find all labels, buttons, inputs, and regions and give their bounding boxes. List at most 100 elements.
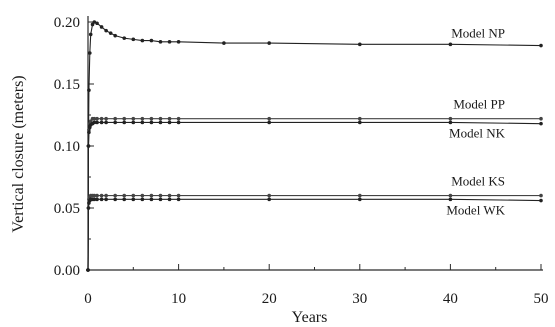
data-point-model-np bbox=[140, 38, 145, 43]
data-point-model-np bbox=[176, 40, 181, 44]
data-point-model-ks bbox=[95, 193, 99, 198]
data-point-model-wk bbox=[104, 197, 108, 202]
data-point-model-pp bbox=[358, 116, 362, 121]
y-ticks: 0.00 0.05 0.10 0.15 0.20 bbox=[54, 15, 94, 279]
x-tick-label: 0 bbox=[84, 291, 92, 307]
data-point-model-wk bbox=[539, 198, 543, 203]
data-point-model-np bbox=[149, 38, 154, 43]
data-point-model-pp bbox=[95, 116, 99, 121]
data-point-model-ks bbox=[104, 193, 108, 198]
y-tick-label: 0.15 bbox=[54, 77, 80, 93]
data-point-model-nk bbox=[104, 120, 108, 125]
data-point-model-np bbox=[267, 41, 272, 45]
data-point-model-ks bbox=[122, 193, 127, 198]
y-tick-label: 0.00 bbox=[54, 263, 80, 279]
data-point-model-wk bbox=[176, 197, 181, 202]
data-point-model-np bbox=[88, 51, 92, 55]
data-point-model-wk bbox=[448, 197, 453, 202]
data-point-model-pp bbox=[122, 116, 127, 121]
data-point-model-np bbox=[87, 88, 91, 92]
data-point-model-pp bbox=[158, 116, 163, 121]
data-point-model-wk bbox=[86, 206, 91, 210]
data-point-model-pp bbox=[539, 116, 543, 121]
data-point-model-nk bbox=[176, 120, 181, 125]
x-tick-label: 30 bbox=[352, 291, 367, 307]
data-point-model-pp bbox=[104, 116, 108, 121]
data-point-model-np bbox=[358, 42, 362, 47]
data-point-model-nk bbox=[158, 120, 163, 125]
data-point-model-wk bbox=[86, 268, 90, 272]
data-point-model-nk bbox=[95, 120, 99, 125]
data-point-model-pp bbox=[149, 116, 154, 121]
data-point-model-wk bbox=[92, 197, 97, 202]
data-point-model-pp bbox=[88, 119, 93, 123]
data-point-model-nk bbox=[448, 120, 453, 125]
data-point-model-ks bbox=[358, 193, 362, 198]
data-point-model-np bbox=[108, 31, 113, 35]
data-point-model-nk bbox=[131, 120, 136, 125]
x-tick-label: 20 bbox=[262, 291, 277, 307]
data-point-model-np bbox=[222, 41, 226, 45]
data-point-model-ks bbox=[131, 193, 136, 198]
data-point-model-wk bbox=[358, 197, 362, 202]
x-axis-title: Years bbox=[292, 309, 328, 326]
data-point-model-wk bbox=[158, 197, 163, 202]
data-point-model-np bbox=[113, 33, 117, 38]
series-label-model-pp: Model PP bbox=[453, 97, 505, 112]
series-label-model-wk: Model WK bbox=[446, 203, 505, 218]
data-point-model-nk bbox=[167, 120, 172, 125]
series-line-model-nk bbox=[87, 121, 542, 271]
data-point-model-ks bbox=[140, 193, 145, 198]
data-point-model-ks bbox=[176, 193, 181, 198]
data-point-model-ks bbox=[167, 193, 172, 198]
data-point-model-np bbox=[95, 21, 99, 26]
data-point-model-wk bbox=[113, 197, 117, 202]
data-point-model-ks bbox=[158, 193, 163, 198]
data-point-model-nk bbox=[86, 144, 91, 148]
data-point-model-pp bbox=[131, 116, 136, 121]
data-point-model-np bbox=[167, 40, 172, 44]
data-point-model-pp bbox=[99, 116, 104, 121]
data-point-model-nk bbox=[87, 130, 91, 135]
data-point-model-nk bbox=[149, 120, 154, 125]
data-point-model-np bbox=[448, 42, 453, 47]
series-label-model-np: Model NP bbox=[451, 26, 505, 41]
data-point-model-nk bbox=[113, 120, 117, 125]
data-point-model-wk bbox=[267, 197, 272, 202]
data-point-model-np bbox=[122, 36, 127, 40]
series-labels: Model NP Model PP Model NK Model KS Model WK bbox=[446, 26, 505, 218]
data-point-model-ks bbox=[149, 193, 154, 198]
data-point-model-np bbox=[90, 22, 95, 27]
data-point-model-ks bbox=[113, 193, 117, 198]
x-ticks: 0 10 20 30 40 50 bbox=[84, 264, 549, 307]
series-label-model-nk: Model NK bbox=[449, 126, 506, 141]
series-line-model-pp bbox=[87, 118, 541, 271]
data-point-model-np bbox=[158, 40, 163, 44]
data-point-model-ks bbox=[99, 193, 104, 198]
data-point-model-nk bbox=[92, 120, 97, 125]
series-layer bbox=[86, 20, 543, 272]
data-point-model-wk bbox=[131, 197, 136, 202]
series-label-model-ks: Model KS bbox=[451, 174, 505, 189]
data-point-model-wk bbox=[95, 197, 99, 202]
data-point-model-np bbox=[92, 20, 97, 24]
data-point-model-pp bbox=[448, 116, 453, 121]
data-point-model-wk bbox=[99, 197, 104, 202]
data-point-model-nk bbox=[99, 120, 104, 125]
data-point-model-pp bbox=[140, 116, 145, 121]
data-point-model-pp bbox=[176, 116, 181, 121]
x-tick-label: 40 bbox=[443, 291, 458, 307]
data-point-model-pp bbox=[167, 116, 172, 121]
data-point-model-nk bbox=[539, 121, 543, 126]
data-point-model-nk bbox=[267, 120, 272, 125]
data-point-model-ks bbox=[92, 193, 97, 198]
y-axis-title: Vertical closure (meters) bbox=[10, 75, 27, 232]
series-line-model-np bbox=[87, 21, 542, 271]
data-point-model-wk bbox=[167, 197, 172, 202]
data-point-model-np bbox=[99, 25, 104, 29]
x-tick-label: 10 bbox=[171, 291, 186, 307]
data-point-model-pp bbox=[113, 116, 117, 121]
y-tick-label: 0.10 bbox=[54, 139, 80, 155]
data-point-model-ks bbox=[539, 193, 543, 198]
